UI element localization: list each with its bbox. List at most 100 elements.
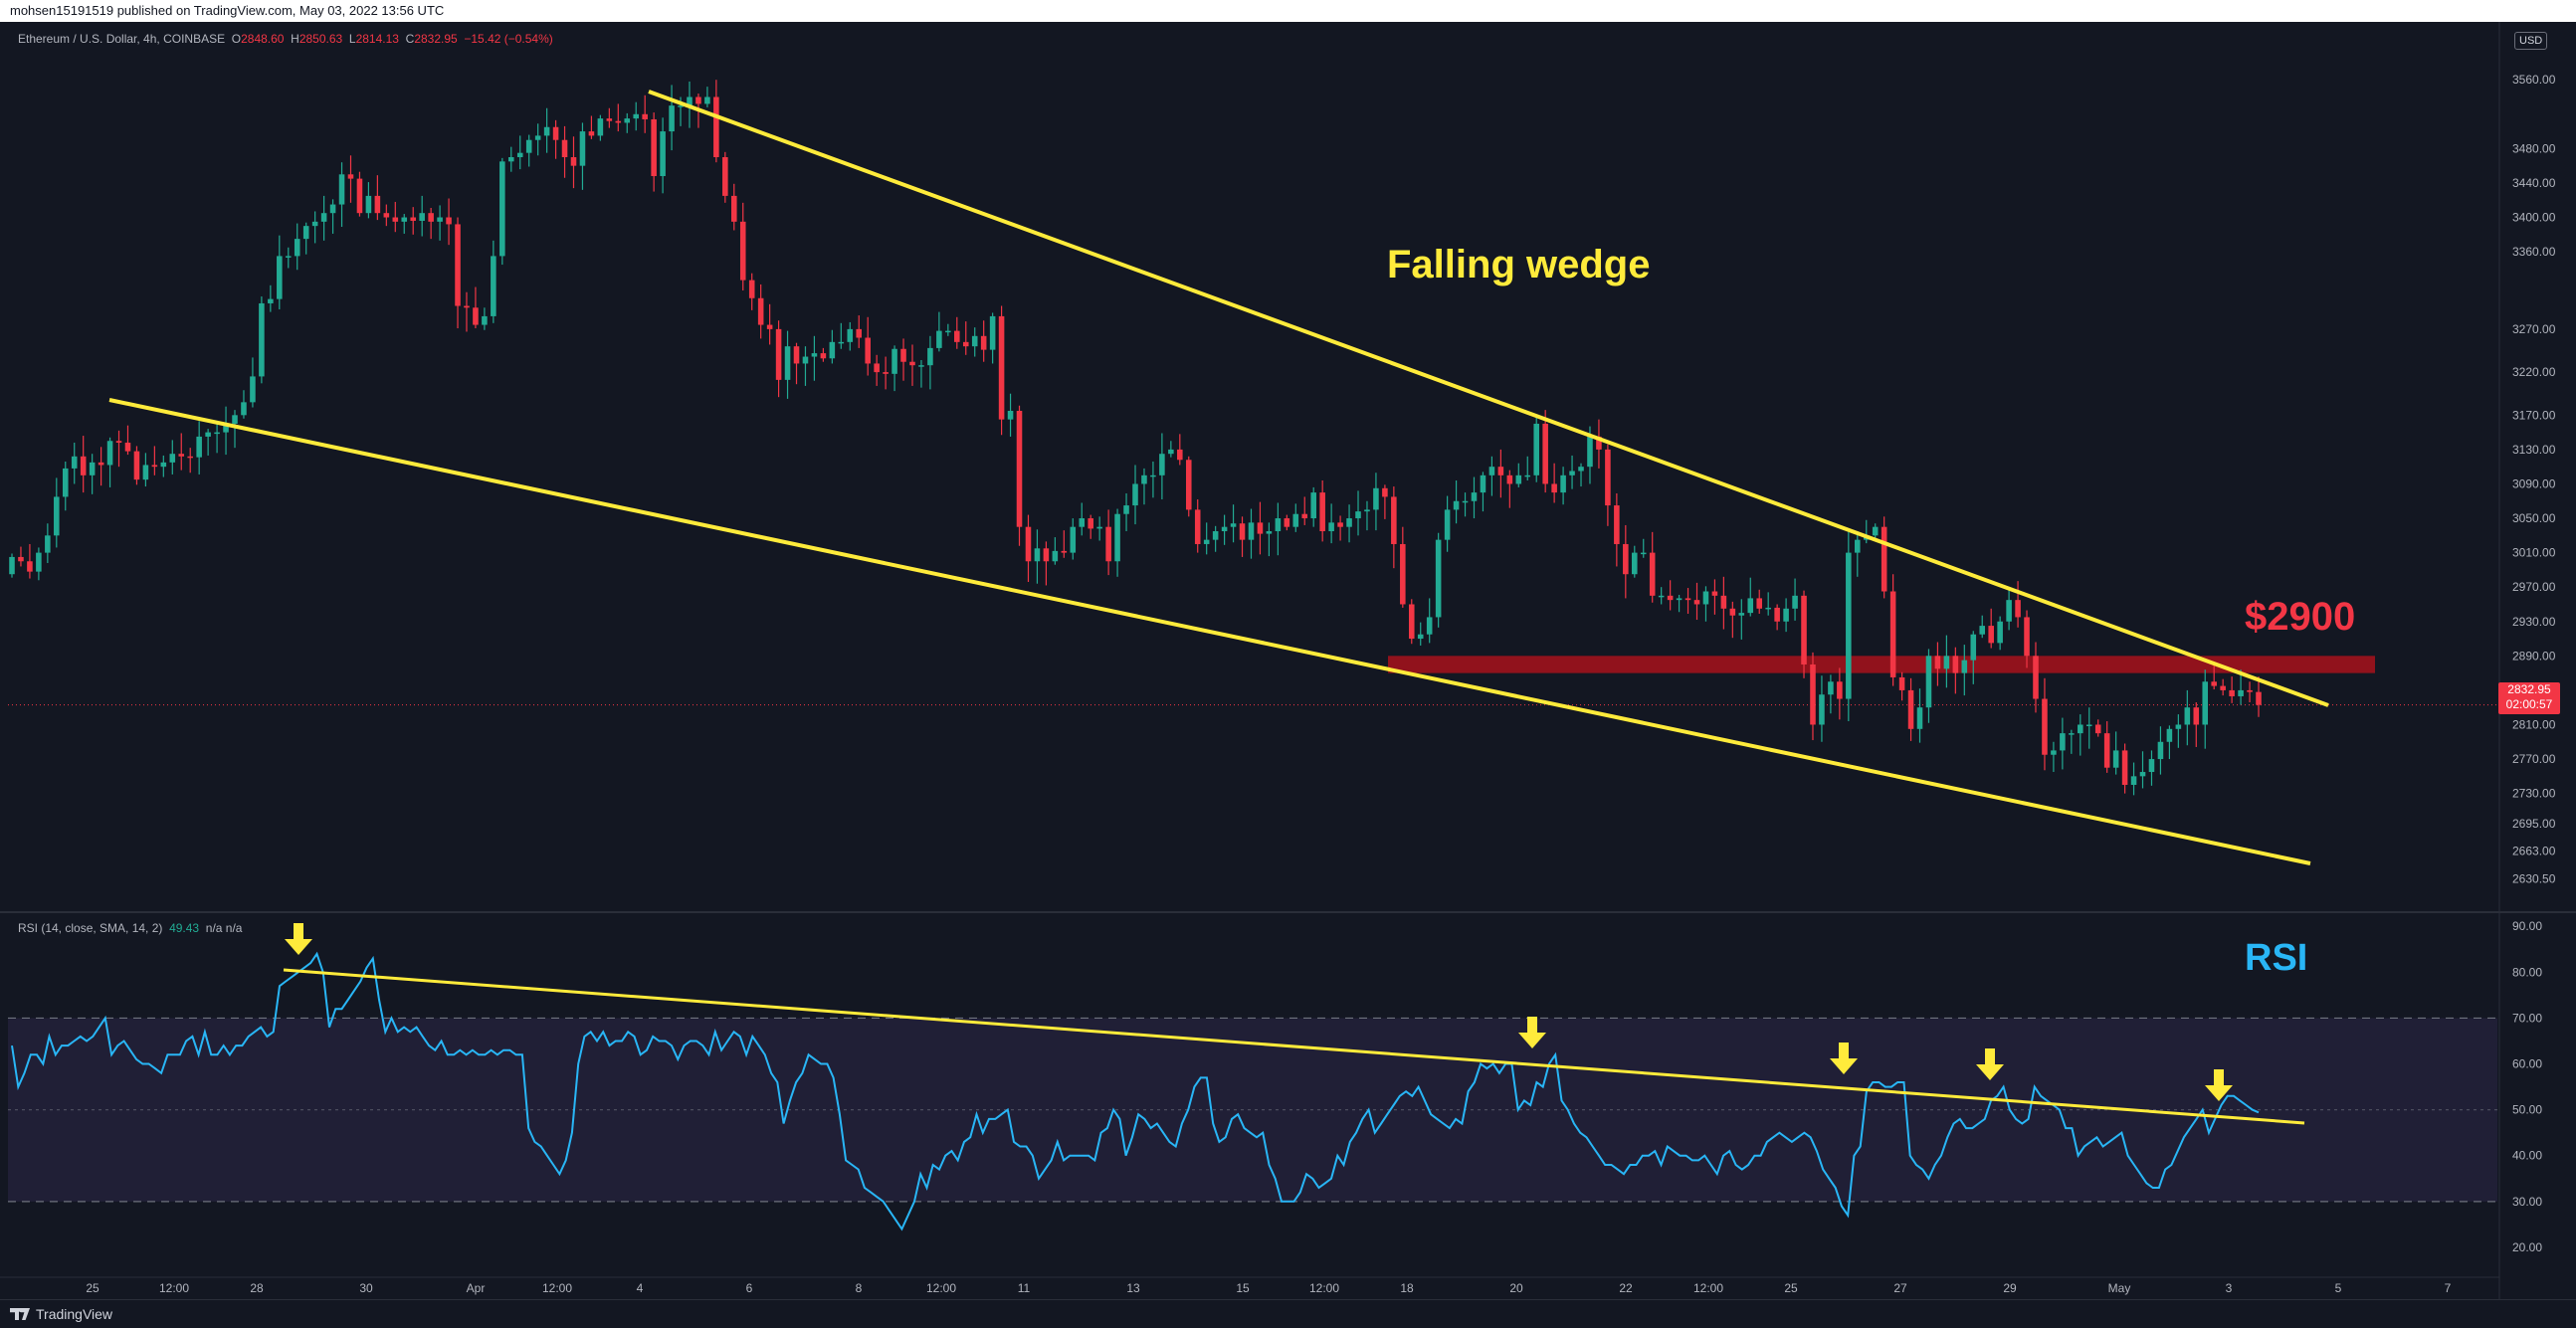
candle-body bbox=[1168, 449, 1174, 455]
candle-body bbox=[1658, 595, 1665, 598]
candle-body bbox=[169, 454, 176, 463]
candle-body bbox=[1301, 513, 1308, 519]
candle-body bbox=[1506, 474, 1513, 484]
symbol-name: Ethereum / U.S. Dollar, 4h, COINBASE bbox=[18, 32, 226, 46]
candle-body bbox=[1765, 607, 1771, 610]
candle-body bbox=[250, 376, 256, 403]
time-tick-label: 12:00 bbox=[542, 1281, 572, 1295]
candle-body bbox=[473, 307, 479, 325]
candle-body bbox=[1105, 526, 1111, 562]
candle-body bbox=[2193, 707, 2200, 725]
candle-body bbox=[1943, 656, 1950, 669]
candle-body bbox=[918, 365, 924, 367]
candle-body bbox=[579, 131, 586, 166]
candle-body bbox=[1141, 474, 1147, 484]
down-arrow-icon bbox=[1976, 1048, 2004, 1080]
candle-body bbox=[757, 297, 764, 325]
candle-body bbox=[1997, 621, 2003, 644]
candle-body bbox=[268, 298, 274, 303]
candle-body bbox=[1096, 526, 1102, 529]
candle-body bbox=[196, 436, 202, 458]
candle-body bbox=[62, 468, 69, 497]
candle-body bbox=[1185, 460, 1192, 510]
candle-body bbox=[1515, 474, 1522, 484]
candle-body bbox=[1373, 487, 1379, 510]
candle-body bbox=[936, 330, 942, 348]
time-tick-label: 8 bbox=[856, 1281, 863, 1295]
tradingview-logo-icon bbox=[10, 1308, 30, 1320]
candle-body bbox=[2015, 600, 2021, 618]
candle-body bbox=[71, 456, 78, 469]
chart-canvas[interactable]: 3560.003480.003440.003400.003360.003270.… bbox=[0, 22, 2576, 1299]
candle-body bbox=[1221, 526, 1228, 532]
candle-body bbox=[2094, 724, 2101, 734]
candle-body bbox=[669, 105, 675, 132]
candle-body bbox=[347, 174, 354, 179]
currency-button[interactable]: USD bbox=[2514, 32, 2548, 50]
candle-body bbox=[954, 330, 960, 342]
bar-countdown: 02:00:57 bbox=[2505, 697, 2553, 711]
candle-body bbox=[1266, 531, 1273, 534]
candle-body bbox=[1747, 598, 1754, 614]
candle-body bbox=[2085, 724, 2092, 726]
candle-body bbox=[1239, 523, 1246, 540]
candle-body bbox=[2211, 681, 2217, 686]
tradingview-logo[interactable]: TradingView bbox=[10, 1300, 112, 1328]
candle-body bbox=[1783, 608, 1789, 622]
candle-body bbox=[695, 96, 701, 104]
candle-body bbox=[1328, 522, 1334, 532]
candle-body bbox=[829, 341, 836, 359]
candle-body bbox=[1230, 523, 1237, 527]
rsi-tick-label: 90.00 bbox=[2512, 919, 2542, 933]
candle-body bbox=[1605, 449, 1611, 506]
candle-body bbox=[651, 118, 657, 177]
time-tick-label: 27 bbox=[1893, 1281, 1907, 1295]
close-value: 2832.95 bbox=[414, 32, 458, 46]
rsi-value: 49.43 bbox=[169, 921, 200, 935]
time-tick-label: May bbox=[2108, 1281, 2131, 1295]
candle-body bbox=[1828, 681, 1834, 695]
rsi-extra: n/a n/a bbox=[205, 921, 243, 935]
time-tick-label: 25 bbox=[86, 1281, 99, 1295]
candle-body bbox=[2033, 656, 2039, 699]
candle-body bbox=[534, 135, 541, 140]
low-value: 2814.13 bbox=[355, 32, 399, 46]
price-tick-label: 2770.00 bbox=[2512, 752, 2556, 766]
candle-body bbox=[811, 353, 818, 357]
candle-body bbox=[2184, 707, 2191, 725]
rsi-band-background bbox=[8, 1018, 2497, 1202]
candle-body bbox=[1970, 634, 1977, 661]
candle-body bbox=[133, 451, 140, 480]
candle-body bbox=[259, 302, 265, 377]
candle-body bbox=[516, 152, 523, 158]
candle-body bbox=[1907, 689, 1914, 729]
falling-wedge-label: Falling wedge bbox=[1387, 243, 1651, 286]
candle-body bbox=[874, 363, 880, 373]
candle-body bbox=[1480, 474, 1486, 493]
open-value: 2848.60 bbox=[241, 32, 285, 46]
candle-body bbox=[428, 213, 434, 222]
candle-body bbox=[2139, 772, 2146, 777]
candle-body bbox=[1007, 410, 1014, 420]
resistance-label: $2900 bbox=[2245, 595, 2356, 639]
candle-body bbox=[18, 556, 24, 562]
chart-area[interactable]: 3560.00 3480.00 3440.00 3400.00 3360.00 3270.… bbox=[0, 22, 2576, 1299]
price-tick-label: 2663.00 bbox=[2512, 845, 2556, 858]
candle-body bbox=[989, 315, 996, 350]
candle-body bbox=[1952, 656, 1959, 673]
time-tick-label: Apr bbox=[467, 1281, 486, 1295]
candle-body bbox=[1284, 518, 1290, 527]
time-tick-label: 12:00 bbox=[1309, 1281, 1339, 1295]
time-tick-label: 13 bbox=[1126, 1281, 1140, 1295]
candle-body bbox=[1934, 656, 1941, 669]
candle-body bbox=[437, 217, 443, 222]
candle-body bbox=[329, 204, 336, 214]
candle-body bbox=[1693, 600, 1700, 605]
candle-body bbox=[1061, 550, 1068, 553]
candle-body bbox=[2051, 750, 2057, 755]
candle-body bbox=[722, 157, 728, 196]
candle-body bbox=[2121, 750, 2128, 785]
candle-body bbox=[1801, 595, 1807, 664]
brand-name: TradingView bbox=[36, 1306, 113, 1322]
candle-body bbox=[1614, 505, 1620, 544]
